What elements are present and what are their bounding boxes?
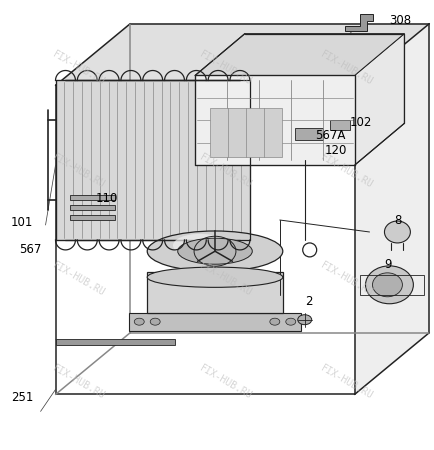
Bar bbox=[56, 339, 175, 345]
Ellipse shape bbox=[372, 273, 402, 297]
Bar bbox=[147, 272, 283, 313]
Ellipse shape bbox=[147, 231, 283, 271]
Polygon shape bbox=[56, 24, 429, 86]
Text: FIX-HUB.RU: FIX-HUB.RU bbox=[51, 260, 106, 298]
Text: 567: 567 bbox=[19, 243, 41, 256]
Text: 102: 102 bbox=[349, 116, 372, 129]
Ellipse shape bbox=[270, 318, 280, 325]
Text: FIX-HUB.RU: FIX-HUB.RU bbox=[198, 49, 253, 87]
Bar bbox=[295, 128, 322, 140]
Ellipse shape bbox=[286, 318, 296, 325]
Ellipse shape bbox=[298, 315, 312, 325]
Text: 120: 120 bbox=[325, 144, 347, 157]
Ellipse shape bbox=[150, 318, 160, 325]
Bar bbox=[359, 275, 424, 295]
Bar bbox=[210, 108, 282, 157]
Polygon shape bbox=[355, 34, 404, 165]
Text: FIX-HUB.RU: FIX-HUB.RU bbox=[319, 49, 375, 87]
Text: FIX-HUB.RU: FIX-HUB.RU bbox=[51, 49, 106, 87]
Bar bbox=[129, 313, 301, 331]
Bar bbox=[70, 205, 115, 210]
Text: 251: 251 bbox=[11, 391, 33, 404]
Text: FIX-HUB.RU: FIX-HUB.RU bbox=[198, 260, 253, 298]
Text: FIX-HUB.RU: FIX-HUB.RU bbox=[319, 260, 375, 298]
Text: 2: 2 bbox=[305, 295, 312, 308]
Text: FIX-HUB.RU: FIX-HUB.RU bbox=[51, 152, 106, 190]
Text: 567A: 567A bbox=[315, 129, 345, 142]
Ellipse shape bbox=[365, 266, 413, 304]
Text: FIX-HUB.RU: FIX-HUB.RU bbox=[51, 363, 106, 401]
Bar bbox=[70, 215, 115, 220]
Bar bbox=[330, 120, 349, 130]
Bar bbox=[195, 76, 355, 165]
Text: FIX-HUB.RU: FIX-HUB.RU bbox=[319, 152, 375, 190]
Text: 308: 308 bbox=[389, 14, 411, 27]
Text: 9: 9 bbox=[385, 258, 392, 271]
Text: 101: 101 bbox=[11, 216, 33, 229]
Text: FIX-HUB.RU: FIX-HUB.RU bbox=[198, 363, 253, 401]
Ellipse shape bbox=[385, 221, 411, 243]
Polygon shape bbox=[195, 34, 404, 76]
Text: FIX-HUB.RU: FIX-HUB.RU bbox=[319, 363, 375, 401]
Text: 110: 110 bbox=[95, 192, 118, 205]
Ellipse shape bbox=[173, 234, 227, 257]
Text: FIX-HUB.RU: FIX-HUB.RU bbox=[198, 152, 253, 190]
Ellipse shape bbox=[147, 267, 283, 288]
Bar bbox=[70, 195, 115, 200]
Polygon shape bbox=[355, 24, 429, 395]
Ellipse shape bbox=[134, 318, 144, 325]
Polygon shape bbox=[345, 14, 372, 31]
Ellipse shape bbox=[178, 238, 252, 264]
Text: 8: 8 bbox=[395, 213, 402, 226]
Bar bbox=[56, 81, 250, 240]
